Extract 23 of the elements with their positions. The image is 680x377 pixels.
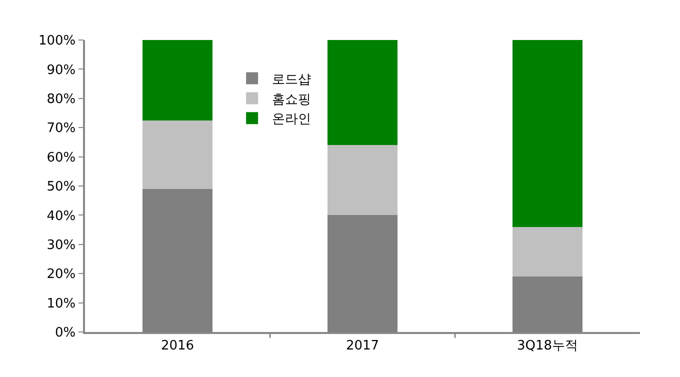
- y-tick-label: 20%: [46, 267, 76, 282]
- y-tick-label: 50%: [46, 180, 76, 195]
- x-tick-label: 2017: [346, 338, 380, 354]
- y-tick-label: 90%: [46, 62, 76, 78]
- legend-label: 온라인: [272, 112, 312, 128]
- bar: [327, 40, 398, 146]
- y-tick-label: 60%: [46, 150, 76, 166]
- y-tick-label: 10%: [46, 296, 76, 312]
- bar: [327, 145, 398, 216]
- y-tick-label: 100%: [38, 34, 76, 49]
- y-tick-label: 80%: [46, 92, 76, 107]
- y-tick-label: 30%: [46, 238, 76, 253]
- legend-label: 홈쇼핑: [272, 92, 312, 108]
- bar: [142, 120, 213, 189]
- bar: [512, 226, 583, 277]
- bar: [142, 40, 213, 120]
- x-tick-label: 3Q18누적: [516, 338, 578, 354]
- bar: [512, 40, 583, 227]
- y-tick-label: 0%: [55, 326, 76, 341]
- legend-label: 로드샵: [272, 72, 312, 88]
- x-tick-label: 2016: [160, 338, 194, 354]
- y-tick-label: 40%: [46, 208, 76, 224]
- y-tick-label: 70%: [46, 121, 76, 136]
